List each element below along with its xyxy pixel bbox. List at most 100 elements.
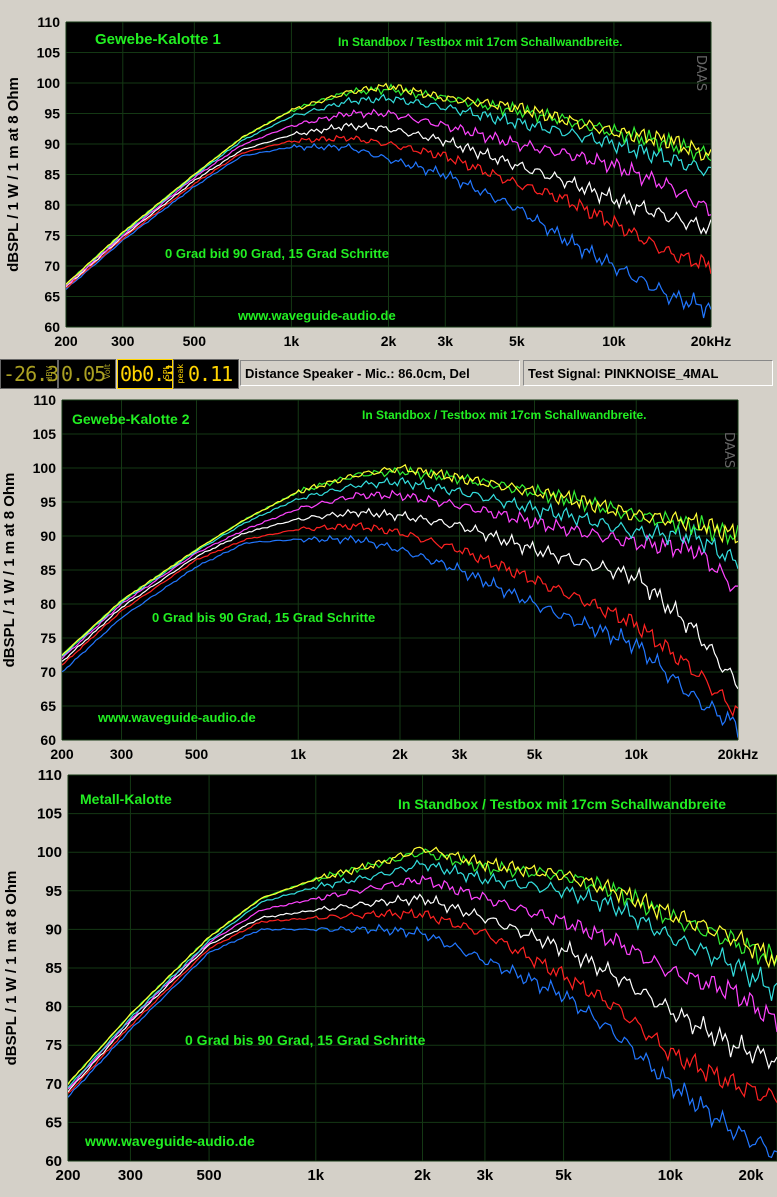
y-tick-label: 70 [44, 258, 60, 274]
chart-title: Metall-Kalotte [80, 791, 172, 807]
lcd-dbv-value: -26.3 [3, 362, 59, 386]
series-group [62, 463, 738, 738]
y-axis-label: dBSPL / 1 W / 1 m at 8 Ohm [3, 871, 20, 1066]
chart-annotation: 0 Grad bis 90 Grad, 15 Grad Schritte [185, 1032, 426, 1048]
series-line-0 [62, 463, 738, 656]
series-line-5 [68, 908, 777, 1103]
y-tick-label: 110 [37, 14, 60, 30]
series-line-2 [68, 859, 777, 1089]
x-tick-label: 500 [185, 746, 209, 762]
x-tick-label: 5k [527, 746, 543, 762]
series-line-3 [68, 874, 777, 1090]
x-tick-label: 10k [658, 1167, 684, 1184]
y-tick-label: 85 [45, 960, 62, 977]
chart-panel-2: 60 65 70 75 80 85 90 95 100 105 110 200 300 500 1k 2k 3k… [0, 390, 777, 762]
level-meter-spl: 0b0.3 SPL [117, 359, 176, 389]
chart-1: 60 65 70 75 80 85 90 95 100 105 110 200 300 500 1k 2k 3k… [5, 14, 731, 349]
series-line-0 [68, 846, 777, 1085]
chart-panel-1: 60 65 70 75 80 85 90 95 100 105 110 200 300 500 1k 2k 3k… [0, 0, 777, 356]
series-line-5 [66, 134, 711, 289]
series-line-6 [62, 534, 738, 738]
lcd-dbv-unit: dBV [45, 366, 54, 382]
series-line-6 [68, 923, 777, 1159]
series-line-4 [62, 507, 738, 690]
y-tick-label: 90 [44, 136, 60, 152]
chart-2: 60 65 70 75 80 85 90 95 100 105 110 200 300 500 1k 2k 3k… [1, 392, 758, 762]
y-tick-label: 75 [45, 1037, 62, 1054]
x-tick-label: 20kHz [718, 746, 758, 762]
x-tick-label: 500 [197, 1167, 222, 1184]
x-tick-label: 300 [118, 1167, 143, 1184]
y-tick-label: 85 [40, 562, 56, 578]
daas-watermark: DAAS [721, 432, 736, 468]
status-bar: -26.3 dBV 0.05 Volt 0b0.3 SPL 0.11 peak … [0, 356, 777, 390]
lcd-volt-value: 0.05 [61, 362, 106, 386]
y-tick-label: 110 [38, 767, 62, 784]
x-tick-label: 5k [555, 1167, 572, 1184]
grid [61, 399, 739, 741]
x-tick-label: 1k [284, 333, 300, 349]
lcd-volt-unit: Volt [103, 364, 112, 380]
chart-subtitle: In Standbox / Testbox mit 17cm Schallwan… [398, 796, 726, 812]
y-tick-label: 95 [45, 883, 62, 900]
x-tick-label: 300 [110, 746, 134, 762]
series-line-1 [62, 466, 738, 656]
y-tick-label: 105 [37, 806, 62, 823]
y-tick-label: 65 [45, 1114, 62, 1131]
chart-title: Gewebe-Kalotte 2 [72, 411, 190, 427]
x-tick-label: 10k [602, 333, 626, 349]
x-tick-label: 3k [477, 1167, 494, 1184]
y-tick-label: 95 [44, 106, 60, 122]
y-tick-label: 100 [33, 460, 57, 476]
grid [65, 21, 712, 328]
x-tick-label: 2k [381, 333, 397, 349]
level-meter-dbv: -26.3 dBV [0, 359, 59, 389]
y-tick-label: 70 [45, 1076, 62, 1093]
series-line-5 [62, 522, 738, 718]
y-tick-label: 105 [37, 45, 61, 61]
chart-annotation: 0 Grad bis 90 Grad, 15 Grad Schritte [152, 610, 375, 625]
y-tick-label: 100 [37, 75, 61, 91]
x-tick-label: 1k [290, 746, 306, 762]
x-tick-label: 5k [509, 333, 525, 349]
y-tick-label: 80 [40, 596, 56, 612]
daas-watermark: DAAS [693, 55, 708, 91]
y-tick-label: 80 [44, 197, 60, 213]
series-group [68, 846, 777, 1159]
series-line-4 [68, 893, 777, 1093]
x-tick-label: 200 [55, 1167, 80, 1184]
y-tick-label: 110 [33, 392, 56, 408]
lcd-peak-value: 0.11 [188, 362, 233, 386]
y-tick-label: 100 [37, 844, 62, 861]
x-tick-label: 20kHz [691, 333, 731, 349]
y-tick-label: 75 [44, 228, 60, 244]
y-tick-label: 95 [40, 494, 56, 510]
lcd-spl-value: 0b0.3 [120, 362, 176, 386]
y-tick-label: 60 [44, 319, 60, 335]
x-tick-label: 3k [452, 746, 468, 762]
y-tick-label: 105 [33, 426, 57, 442]
chart-footer-url: www.waveguide-audio.de [237, 308, 396, 323]
y-axis-label: dBSPL / 1 W / 1 m at 8 Ohm [1, 473, 18, 668]
level-meter-peak: 0.11 peak [173, 359, 239, 389]
y-tick-label: 65 [44, 289, 60, 305]
x-tick-label: 1k [307, 1167, 324, 1184]
level-meter-volt: 0.05 Volt [58, 359, 116, 389]
series-line-4 [66, 122, 711, 287]
lcd-peak-unit: peak [176, 364, 185, 384]
chart-title: Gewebe-Kalotte 1 [95, 31, 221, 48]
x-tick-label: 200 [54, 333, 78, 349]
y-tick-label: 80 [45, 999, 62, 1016]
x-tick-label: 10k [625, 746, 649, 762]
chart-panel-3: 60 65 70 75 80 85 90 95 100 105 110 200 300 500 1k 2k 3k… [0, 762, 777, 1197]
chart-annotation: 0 Grad bid 90 Grad, 15 Grad Schritte [165, 246, 389, 261]
series-group [66, 82, 711, 319]
y-tick-label: 85 [44, 167, 60, 183]
x-tick-label: 20k [738, 1167, 764, 1184]
x-tick-label: 2k [392, 746, 408, 762]
signal-field: Test Signal: PINKNOISE_4MAL [523, 360, 773, 386]
y-axis-label: dBSPL / 1 W / 1 m at 8 Ohm [5, 77, 22, 272]
chart-footer-url: www.waveguide-audio.de [97, 710, 256, 725]
chart-3: 60 65 70 75 80 85 90 95 100 105 110 200 300 500 1k 2k 3k… [3, 767, 777, 1184]
series-line-3 [62, 489, 738, 660]
